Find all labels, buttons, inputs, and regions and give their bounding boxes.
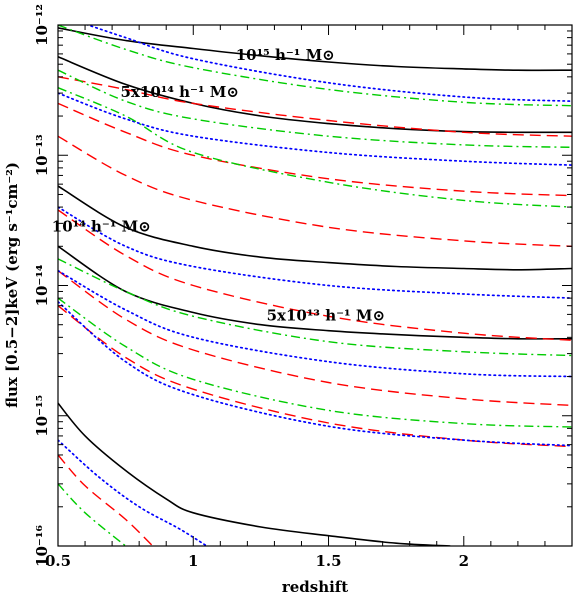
y-tick-label: 10⁻¹⁶ bbox=[33, 525, 51, 567]
tick-layer: 0.5 1 1.5 2 10⁻¹² 10⁻¹³ 10⁻¹⁴ 10⁻¹⁵ 10⁻¹⁶ bbox=[33, 4, 573, 570]
series-line-dotted-16 bbox=[58, 269, 572, 378]
x-tick-label: 2 bbox=[459, 552, 469, 570]
series-line-solid-2 bbox=[58, 56, 572, 134]
y-tick-label: 10⁻¹² bbox=[33, 4, 51, 46]
series-line-dotted-17 bbox=[58, 300, 572, 447]
series-line-dashed-12 bbox=[58, 454, 154, 546]
series-line-solid-3 bbox=[58, 185, 572, 271]
x-tick-label: 0.5 bbox=[45, 552, 71, 570]
series-line-dashed-7 bbox=[58, 102, 572, 197]
series-line-dashed-6 bbox=[58, 76, 572, 137]
series-line-dashdot-19 bbox=[58, 25, 572, 107]
x-tick-label: 1.5 bbox=[315, 552, 341, 570]
x-axis-title: redshift bbox=[282, 578, 348, 596]
y-tick-label: 10⁻¹⁵ bbox=[33, 395, 51, 437]
series-line-dashdot-24 bbox=[58, 483, 127, 546]
series-line-solid-4 bbox=[58, 245, 572, 340]
x-tick-label: 1 bbox=[188, 552, 198, 570]
mass-label: 10¹⁵ h⁻¹ M⊙ bbox=[236, 46, 335, 64]
mass-label: 5x10¹³ h⁻¹ M⊙ bbox=[267, 306, 385, 324]
series-line-dashed-10 bbox=[58, 270, 572, 407]
series-line-dotted-14 bbox=[58, 92, 572, 166]
series-line-dashdot-22 bbox=[58, 258, 572, 357]
series-line-dotted-13 bbox=[85, 25, 572, 103]
plot-frame bbox=[57, 24, 573, 547]
series-line-dashdot-23 bbox=[58, 297, 572, 428]
series-line-dotted-18 bbox=[58, 439, 208, 546]
y-tick-label: 10⁻¹⁴ bbox=[33, 264, 51, 306]
series-line-solid-5 bbox=[58, 402, 451, 546]
mass-label: 10¹⁴ h⁻¹ M⊙ bbox=[52, 217, 151, 235]
annotation-layer: 10¹⁵ h⁻¹ M⊙ 5x10¹⁴ h⁻¹ M⊙ 10¹⁴ h⁻¹ M⊙ 5x10¹… bbox=[52, 46, 385, 325]
series-line-dashed-9 bbox=[58, 209, 572, 341]
series-line-dashed-8 bbox=[58, 135, 572, 247]
y-axis-title: flux [0.5−2]keV (erg s⁻¹cm⁻²) bbox=[3, 162, 21, 408]
series-line-dashdot-21 bbox=[58, 87, 572, 208]
series-line-dashdot-20 bbox=[58, 69, 572, 148]
series-layer bbox=[58, 25, 572, 546]
mass-label: 5x10¹⁴ h⁻¹ M⊙ bbox=[121, 83, 239, 101]
y-tick-label: 10⁻¹³ bbox=[33, 134, 51, 176]
